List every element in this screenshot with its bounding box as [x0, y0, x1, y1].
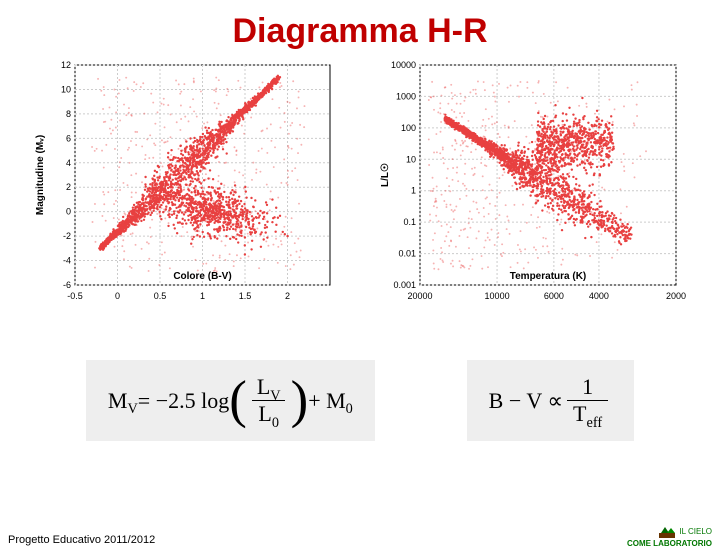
- svg-text:-6: -6: [62, 280, 70, 290]
- svg-text:1: 1: [199, 291, 204, 301]
- svg-text:12: 12: [60, 60, 70, 70]
- svg-text:10000: 10000: [484, 291, 509, 301]
- svg-text:-0.5: -0.5: [67, 291, 83, 301]
- svg-text:0.5: 0.5: [153, 291, 166, 301]
- svg-text:1.5: 1.5: [238, 291, 251, 301]
- logo: IL CIELO COME LABORATORIO: [627, 525, 712, 548]
- svg-text:6: 6: [65, 133, 70, 143]
- svg-text:6000: 6000: [543, 291, 563, 301]
- svg-text:2: 2: [65, 182, 70, 192]
- formula-magnitude: MV = −2.5 log (LVL0) + M0: [86, 360, 375, 441]
- svg-text:10: 10: [60, 84, 70, 94]
- svg-text:Colore (B-V): Colore (B-V): [173, 271, 231, 282]
- svg-text:0.001: 0.001: [393, 280, 416, 290]
- hr-chart-magnitude: -0.5 0 0.5 1 1.5 2 -6 -4 -2 0 2 4 6 8 10 12 Colore (B-V)…: [33, 55, 343, 320]
- hr-chart-luminosity: 20000 10000 6000 4000 2000 0.001 0.01 0.1 1 10 100…: [368, 55, 688, 320]
- page-title: Diagramma H-R: [0, 12, 720, 51]
- logo-line1: IL CIELO: [679, 527, 712, 536]
- svg-text:4000: 4000: [588, 291, 608, 301]
- svg-text:10: 10: [405, 154, 415, 164]
- svg-text:1000: 1000: [395, 91, 415, 101]
- formula-bv-temp: B − V ∝ 1Teff: [467, 360, 634, 441]
- charts-row: -0.5 0 0.5 1 1.5 2 -6 -4 -2 0 2 4 6 8 10 12 Colore (B-V)…: [0, 55, 720, 320]
- svg-text:100: 100: [400, 123, 415, 133]
- formula-row: MV = −2.5 log (LVL0) + M0 B − V ∝ 1Teff: [0, 360, 720, 441]
- svg-text:4: 4: [65, 158, 70, 168]
- svg-text:0: 0: [114, 291, 119, 301]
- svg-text:Temperatura (K): Temperatura (K): [509, 271, 586, 282]
- svg-text:0.01: 0.01: [398, 249, 416, 259]
- footer-text: Progetto Educativo 2011/2012: [8, 534, 155, 546]
- svg-text:10000: 10000: [390, 60, 415, 70]
- svg-text:20000: 20000: [407, 291, 432, 301]
- svg-text:2000: 2000: [665, 291, 685, 301]
- svg-text:Magnitudine (Mᵥ): Magnitudine (Mᵥ): [35, 135, 46, 215]
- logo-line2: COME LABORATORIO: [627, 539, 712, 548]
- svg-text:2: 2: [284, 291, 289, 301]
- svg-text:0.1: 0.1: [403, 217, 416, 227]
- svg-text:L/L☉: L/L☉: [380, 163, 391, 187]
- svg-text:8: 8: [65, 109, 70, 119]
- svg-text:-2: -2: [62, 231, 70, 241]
- svg-text:-4: -4: [62, 256, 70, 266]
- svg-text:1: 1: [410, 186, 415, 196]
- svg-text:0: 0: [65, 207, 70, 217]
